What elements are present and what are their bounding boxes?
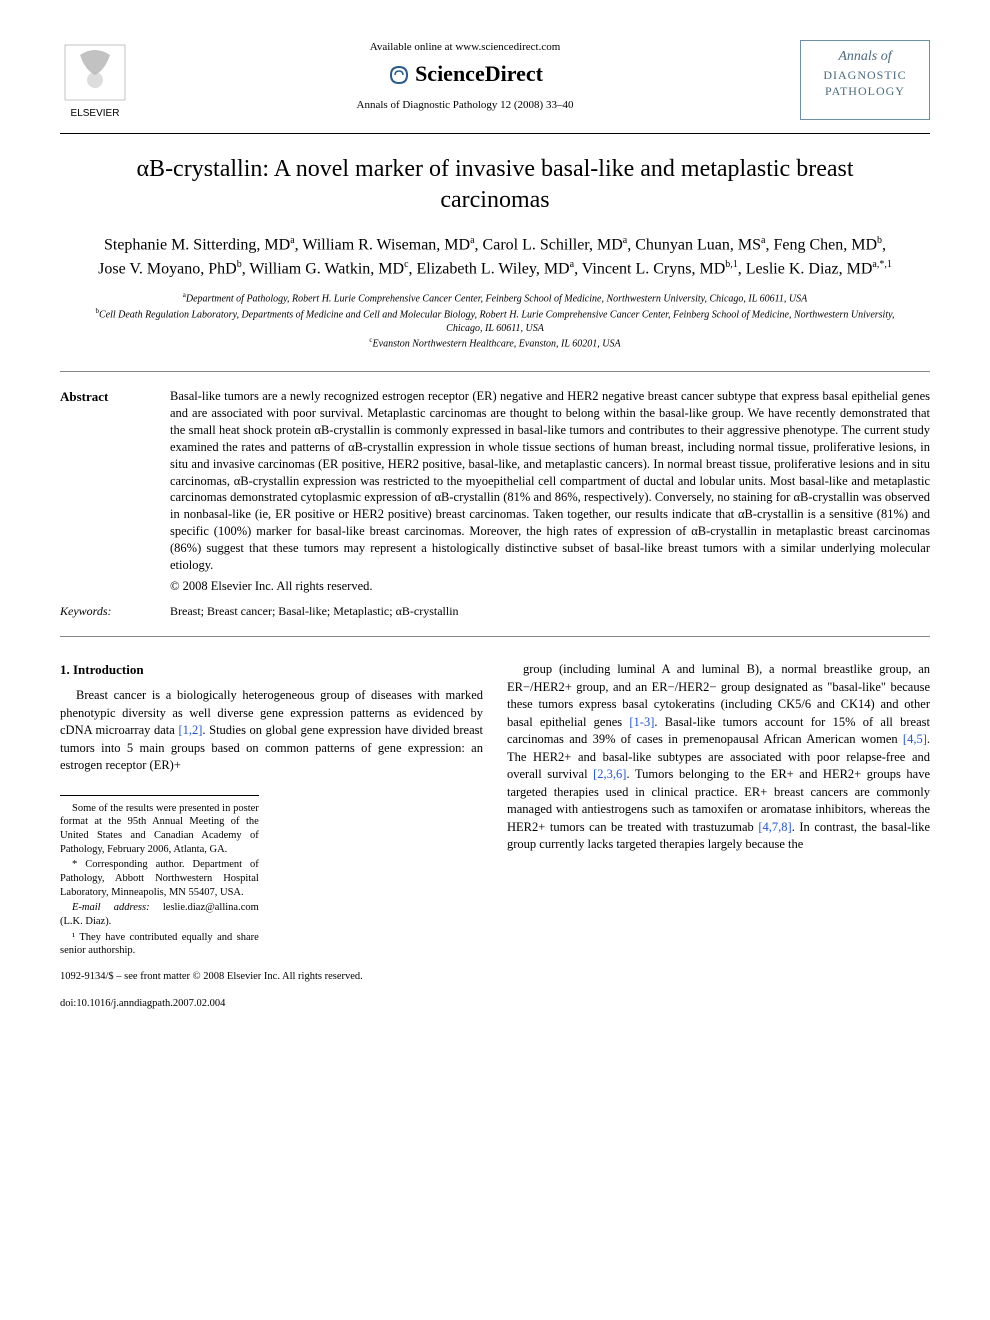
journal-title-box: Annals of DIAGNOSTIC PATHOLOGY [800,40,930,120]
sciencedirect-logo: ScienceDirect [130,59,800,90]
sciencedirect-icon [387,63,411,87]
intro-para-left: Breast cancer is a biologically heteroge… [60,687,483,775]
footnote-equal-contribution: ¹ They have contributed equally and shar… [60,931,259,958]
abstract-bottom-rule [60,636,930,637]
right-column: group (including luminal A and luminal B… [507,661,930,1011]
affiliations: aDepartment of Pathology, Robert H. Luri… [80,291,910,351]
footnote-corresponding: * Corresponding author. Department of Pa… [60,858,259,899]
journal-box-line1: Annals of [805,47,925,67]
affiliation-b: Cell Death Regulation Laboratory, Depart… [99,309,895,334]
journal-citation: Annals of Diagnostic Pathology 12 (2008)… [130,98,800,113]
body-columns: 1. Introduction Breast cancer is a biolo… [60,661,930,1011]
footnote-presentation: Some of the results were presented in po… [60,802,259,857]
authors-list: Stephanie M. Sitterding, MDa, William R.… [90,233,900,282]
available-online-text: Available online at www.sciencedirect.co… [130,40,800,55]
abstract-section: Abstract Basal-like tumors are a newly r… [60,388,930,595]
keywords-text: Breast; Breast cancer; Basal-like; Metap… [170,603,459,620]
intro-heading: 1. Introduction [60,661,483,679]
abstract-copyright: © 2008 Elsevier Inc. All rights reserved… [170,578,930,596]
footer-copyright: 1092-9134/$ – see front matter © 2008 El… [60,970,483,985]
keywords-label: Keywords: [60,603,170,620]
sciencedirect-text: ScienceDirect [415,59,543,90]
journal-box-line3: PATHOLOGY [805,83,925,100]
affiliation-c: Evanston Northwestern Healthcare, Evanst… [373,338,621,349]
footnotes: Some of the results were presented in po… [60,795,259,958]
article-title: αB-crystallin: A novel marker of invasiv… [100,154,890,216]
svg-text:ELSEVIER: ELSEVIER [71,108,120,119]
abstract-label: Abstract [60,388,170,595]
publisher-logo: ELSEVIER [60,40,130,125]
footnote-email: E-mail address: leslie.diaz@allina.com (… [60,901,259,928]
footer-doi: doi:10.1016/j.anndiagpath.2007.02.004 [60,997,483,1012]
left-column: 1. Introduction Breast cancer is a biolo… [60,661,483,1011]
email-label: E-mail address: [72,902,150,913]
abstract-top-rule [60,371,930,372]
affiliation-a: Department of Pathology, Robert H. Lurie… [186,294,807,305]
header-rule [60,133,930,134]
intro-para-right: group (including luminal A and luminal B… [507,661,930,854]
center-header: Available online at www.sciencedirect.co… [130,40,800,114]
abstract-text: Basal-like tumors are a newly recognized… [170,388,930,574]
header-row: ELSEVIER Available online at www.science… [60,40,930,125]
journal-box-line2: DIAGNOSTIC [805,67,925,84]
keywords-section: Keywords: Breast; Breast cancer; Basal-l… [60,603,930,620]
